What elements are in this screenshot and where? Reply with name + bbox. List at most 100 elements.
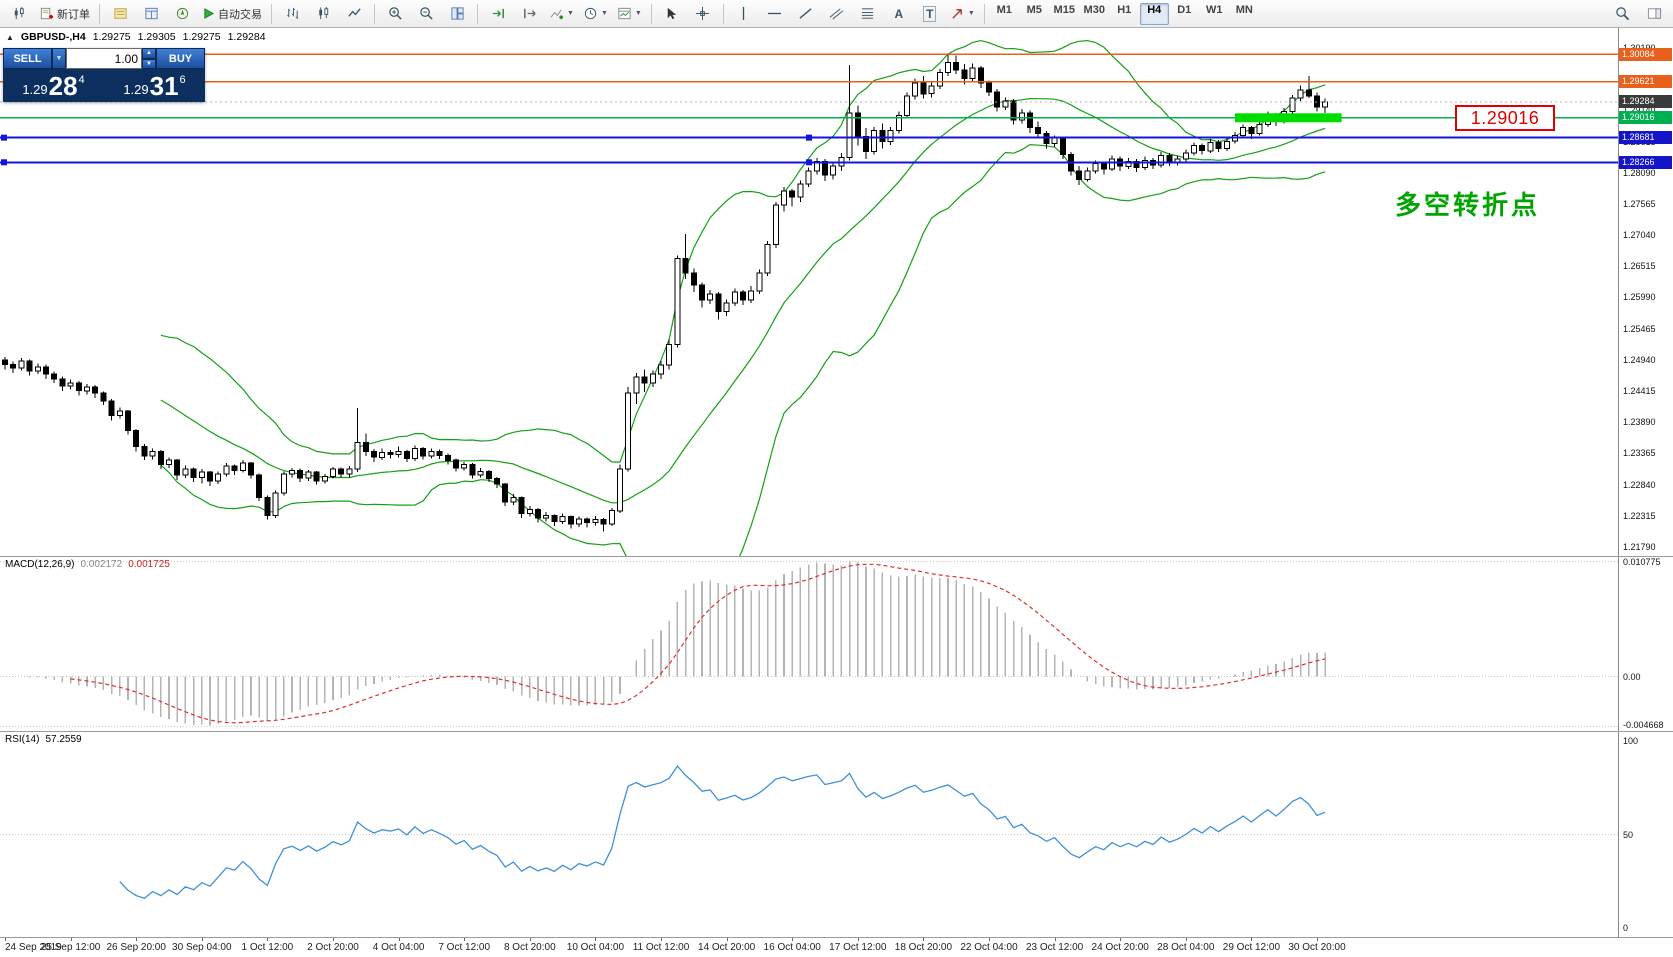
- auto-scroll-icon: [491, 6, 506, 21]
- time-tick: [5, 938, 6, 941]
- new-chart-button[interactable]: [4, 2, 34, 26]
- time-label: 22 Oct 04:00: [960, 942, 1018, 953]
- tf-button-M5[interactable]: M5: [1026, 3, 1042, 16]
- line-chart-icon: [347, 6, 362, 21]
- zoom-out-icon: [419, 6, 434, 21]
- rsi-scale[interactable]: 100 50 0: [1618, 732, 1673, 937]
- zoom-in-button[interactable]: [380, 2, 410, 26]
- bollinger-lower-band: [160, 143, 1326, 556]
- crosshair-button[interactable]: [688, 2, 718, 26]
- new-order-label: 新订单: [57, 8, 90, 21]
- bar-chart-button[interactable]: [277, 2, 307, 26]
- volume-up-button[interactable]: ▲: [142, 48, 156, 59]
- volume-stepper: ▲ ▼: [142, 48, 156, 69]
- time-scale[interactable]: 24 Sep 2019 25 Sep 12:00 26 Sep 20:00 30 Se…: [0, 937, 1673, 957]
- time-tick: [923, 938, 925, 941]
- tile-windows-button[interactable]: [442, 2, 472, 26]
- periods-button[interactable]: ▼: [579, 2, 612, 26]
- price-axis-label: 1.28090: [1623, 168, 1656, 178]
- chevron-down-icon: ▼: [55, 55, 63, 62]
- rsi-label: RSI(14) 57.2559: [5, 734, 82, 745]
- tf-button-H1[interactable]: H1: [1117, 3, 1132, 16]
- time-label: 17 Oct 12:00: [829, 942, 887, 953]
- volume-down-button[interactable]: ▼: [142, 58, 156, 69]
- macd-scale[interactable]: 0.010775 0.00 -0.004668: [1618, 557, 1673, 731]
- toolbar-divider: [99, 3, 100, 24]
- tf-button-M30[interactable]: M30: [1083, 3, 1105, 16]
- new-order-button[interactable]: 新订单: [35, 2, 94, 26]
- rsi-axis-label: 100: [1623, 736, 1639, 746]
- market-watch-button[interactable]: [105, 2, 135, 26]
- sell-price-big: 28: [48, 70, 78, 101]
- macd-value-2: 0.001725: [128, 559, 170, 570]
- time-tick: [333, 938, 334, 941]
- vertical-line-tool-button[interactable]: [729, 2, 759, 26]
- candles-button[interactable]: [308, 2, 338, 26]
- support-zone-highlight[interactable]: [1235, 113, 1342, 123]
- rsi-chart[interactable]: [0, 732, 1618, 937]
- vertical-line-icon: [737, 6, 750, 21]
- rsi-plot-area[interactable]: RSI(14) 57.2559: [0, 732, 1618, 937]
- label-tool-button[interactable]: T: [915, 2, 945, 26]
- trendline-tool-button[interactable]: [791, 2, 821, 26]
- price-callout-box[interactable]: 1.29016: [1455, 105, 1555, 131]
- channel-tool-button[interactable]: [822, 2, 852, 26]
- tf-button-H4[interactable]: H4: [1139, 2, 1169, 25]
- main-toolbar: 新订单 自动交易 ▼ ▼: [0, 0, 1673, 28]
- macd-axis-label: 0.010775: [1623, 557, 1661, 567]
- text-tool-button[interactable]: A: [884, 2, 914, 26]
- sell-price[interactable]: 1.29 28 4: [3, 69, 104, 102]
- auto-scroll-button[interactable]: [483, 2, 513, 26]
- chart-shift-button[interactable]: [514, 2, 544, 26]
- time-tick: [267, 938, 269, 941]
- rsi-axis-label: 0: [1623, 923, 1629, 933]
- macd-plot-area[interactable]: MACD(12,26,9) 0.002172 0.001725: [0, 557, 1618, 731]
- tf-button-MN[interactable]: MN: [1235, 3, 1253, 16]
- main-plot-area[interactable]: ▲ GBPUSD-,H4 1.29275 1.29305 1.29275 1.2…: [0, 28, 1618, 556]
- navigator-button[interactable]: [167, 2, 197, 26]
- search-icon: [1615, 6, 1630, 21]
- time-tick: [464, 938, 466, 941]
- horizontal-line-tool-button[interactable]: [760, 2, 790, 26]
- sell-button[interactable]: SELL: [3, 48, 52, 69]
- toggle-panels-button[interactable]: [1639, 2, 1669, 26]
- annotation-text[interactable]: 多空转折点: [1395, 190, 1541, 220]
- sell-price-main: 1.29: [22, 82, 48, 97]
- tf-button-D1[interactable]: D1: [1177, 3, 1192, 16]
- arrows-tool-button[interactable]: ▼: [946, 2, 979, 26]
- indicators-button[interactable]: ▼: [545, 2, 578, 26]
- price-axis-label: 1.29140: [1623, 105, 1656, 115]
- tf-button-M15[interactable]: M15: [1053, 3, 1075, 16]
- time-tick: [1317, 938, 1318, 941]
- panel-separator[interactable]: [0, 556, 1673, 557]
- sell-price-sup: 4: [78, 73, 85, 86]
- price-tag: 1.28681: [1619, 131, 1672, 144]
- templates-button[interactable]: ▼: [613, 2, 646, 26]
- panel-separator[interactable]: [0, 731, 1673, 732]
- buy-price[interactable]: 1.29 31 6: [104, 69, 205, 102]
- symbol-header: ▲ GBPUSD-,H4 1.29275 1.29305 1.29275 1.2…: [6, 31, 266, 43]
- macd-chart[interactable]: [0, 557, 1618, 731]
- hline-1.28266[interactable]: [0, 159, 1618, 166]
- line-chart-button[interactable]: [339, 2, 369, 26]
- symbol-search-button[interactable]: [1607, 2, 1637, 26]
- price-tag: 1.28266: [1619, 156, 1672, 169]
- auto-trading-button[interactable]: 自动交易: [198, 2, 266, 26]
- hline-1.28681[interactable]: [0, 134, 1618, 141]
- time-label: 30 Sep 04:00: [172, 942, 232, 953]
- tf-button-W1[interactable]: W1: [1206, 3, 1223, 16]
- main-chart[interactable]: [0, 28, 1618, 556]
- data-window-button[interactable]: [136, 2, 166, 26]
- cursor-button[interactable]: [657, 2, 687, 26]
- tf-button-M1[interactable]: M1: [996, 3, 1012, 16]
- time-label: 24 Sep 2019: [5, 942, 62, 953]
- volume-input[interactable]: [66, 48, 142, 69]
- fibonacci-tool-button[interactable]: [853, 2, 883, 26]
- sell-dropdown[interactable]: ▼: [52, 48, 66, 69]
- price-scale[interactable]: 1.301901.296651.291401.286151.280901.275…: [1618, 28, 1673, 556]
- rsi-panel: RSI(14) 57.2559 100 50 0: [0, 732, 1673, 937]
- time-tick: [1185, 938, 1187, 941]
- fibonacci-icon: [860, 6, 875, 21]
- buy-button[interactable]: BUY: [156, 48, 205, 69]
- zoom-out-button[interactable]: [411, 2, 441, 26]
